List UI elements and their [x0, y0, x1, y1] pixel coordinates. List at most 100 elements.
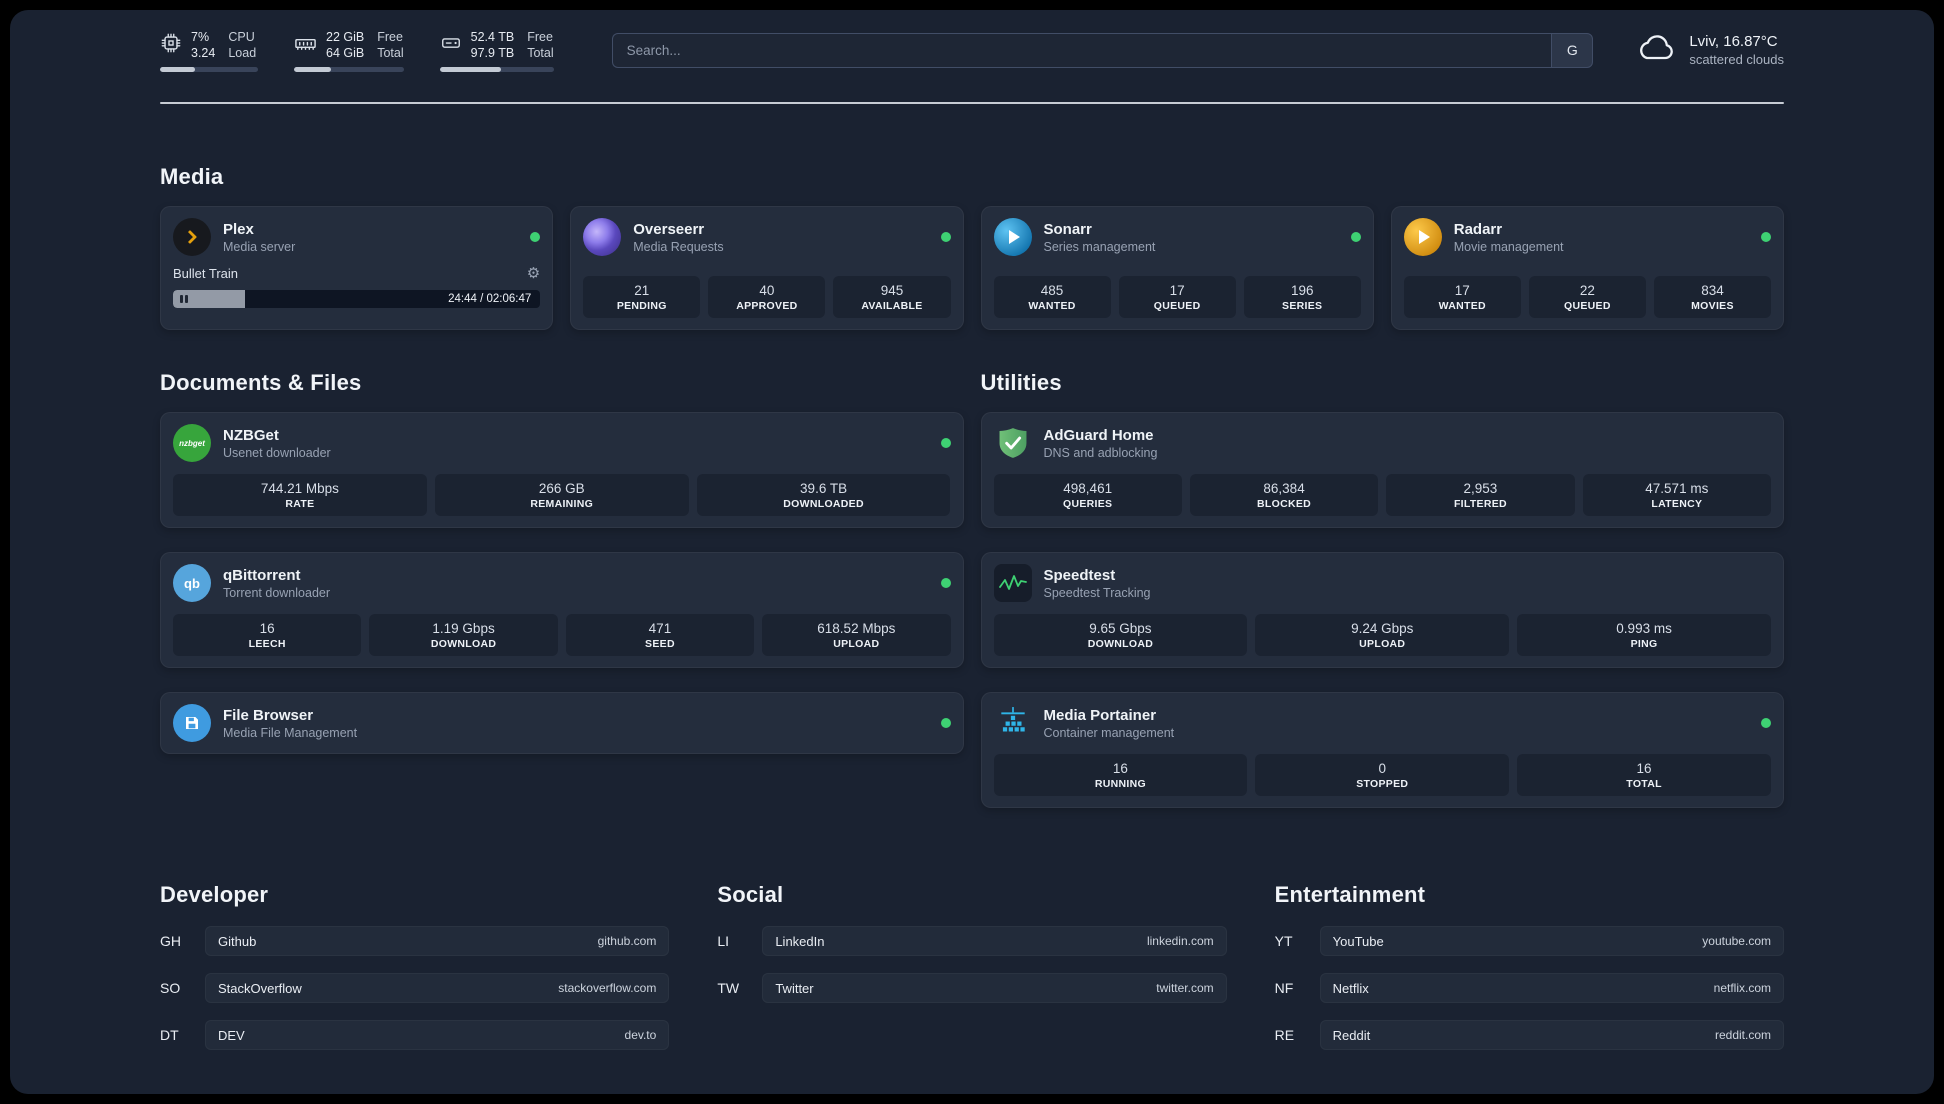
bookmark-abbr: NF	[1274, 980, 1294, 996]
search-input[interactable]	[611, 32, 1552, 68]
weather-condition: scattered clouds	[1689, 52, 1784, 67]
disk-icon	[440, 29, 462, 59]
service-subtitle: Media server	[223, 239, 296, 254]
service-card-plex[interactable]: Plex Media server Bullet Train ⚙	[160, 206, 554, 330]
bookmark-row: YT YouTube youtube.com	[1275, 926, 1784, 956]
service-name: Radarr	[1453, 220, 1503, 238]
stat-tile: 266 GB REMAINING	[434, 474, 689, 516]
search-engine-button[interactable]: G	[1551, 32, 1594, 68]
plex-now-playing: Bullet Train ⚙ 24:44 / 02:06:47	[173, 264, 541, 308]
disk-monitor: 52.4 TB 97.9 TB Free Total	[439, 29, 554, 72]
service-card-adguard[interactable]: AdGuard Home DNS and adblocking 498,461 Q…	[980, 412, 1784, 528]
bookmark-link-github[interactable]: Github github.com	[205, 926, 670, 956]
bookmark-abbr: DT	[160, 1027, 179, 1043]
stat-tile: 834 MOVIES	[1653, 276, 1771, 318]
bookmark-abbr: TW	[717, 980, 740, 996]
bookmark-abbr: YT	[1274, 933, 1293, 949]
section-title-utilities: Utilities	[980, 370, 1062, 395]
stat-tile: 22 QUEUED	[1528, 276, 1646, 318]
system-monitors: 7% 3.24 CPU Load	[160, 29, 554, 72]
section-documents: Documents & Files nzbget NZBGet Usenet d…	[160, 370, 964, 808]
service-name: Speedtest	[1043, 566, 1116, 584]
service-name: Media Portainer	[1043, 706, 1157, 724]
service-name: AdGuard Home	[1043, 426, 1154, 444]
ram-free-label: Free	[377, 29, 403, 44]
service-card-qbittorrent[interactable]: qb qBittorrent Torrent downloader 16 LEEC…	[160, 552, 964, 668]
service-card-portainer[interactable]: Media Portainer Container management 16 R…	[980, 692, 1784, 808]
section-media: Media Plex Media server Bullet Tra	[160, 164, 1784, 330]
service-card-sonarr[interactable]: Sonarr Series management 485 WANTED 17 QUE…	[980, 206, 1374, 330]
search-bar: G	[611, 32, 1594, 68]
ram-progress-bar	[294, 66, 404, 72]
status-dot-online	[940, 438, 951, 448]
stat-tile: 17 QUEUED	[1118, 276, 1236, 318]
service-subtitle: Movie management	[1453, 239, 1564, 254]
service-card-filebrowser[interactable]: File Browser Media File Management	[160, 692, 964, 754]
service-subtitle: Torrent downloader	[223, 585, 331, 600]
status-dot-online	[940, 718, 951, 728]
status-dot-online	[940, 232, 951, 242]
cpu-usage-value: 7%	[191, 29, 210, 44]
bookmark-row: NF Netflix netflix.com	[1275, 973, 1784, 1003]
bookmark-row: LI LinkedIn linkedin.com	[717, 926, 1227, 956]
section-title-documents: Documents & Files	[160, 370, 362, 395]
cpu-monitor: 7% 3.24 CPU Load	[160, 29, 258, 72]
disk-free-value: 52.4 TB	[470, 29, 515, 44]
stat-tile: 16 LEECH	[173, 614, 362, 656]
stat-tile: 744.21 Mbps RATE	[173, 474, 427, 516]
bookmark-link-stackoverflow[interactable]: StackOverflow stackoverflow.com	[205, 973, 670, 1003]
ram-total-label: Total	[377, 46, 404, 60]
ram-icon	[294, 29, 317, 60]
playback-progress-bar[interactable]: 24:44 / 02:06:47	[173, 290, 541, 308]
bookmark-link-dev[interactable]: DEV dev.to	[205, 1020, 670, 1050]
stat-tile: 21 PENDING	[583, 276, 701, 318]
adguard-icon	[994, 424, 1032, 462]
bookmark-link-twitter[interactable]: Twitter twitter.com	[762, 973, 1227, 1003]
stat-tile: 485 WANTED	[993, 276, 1111, 318]
top-bar: 7% 3.24 CPU Load	[160, 10, 1784, 74]
pause-icon[interactable]	[180, 295, 188, 303]
cpu-progress-bar	[160, 66, 258, 72]
service-name: Plex	[223, 220, 254, 238]
status-dot-online	[530, 232, 541, 242]
bookmark-link-reddit[interactable]: Reddit reddit.com	[1319, 1020, 1784, 1050]
radarr-icon	[1403, 218, 1442, 256]
service-card-nzbget[interactable]: nzbget NZBGet Usenet downloader 744.21 M…	[160, 412, 964, 528]
bookmark-abbr: SO	[160, 980, 181, 996]
stat-tile: 618.52 Mbps UPLOAD	[762, 614, 951, 656]
stat-tile: 16 TOTAL	[1517, 754, 1771, 796]
cpu-load-value: 3.24	[191, 46, 216, 60]
now-playing-title: Bullet Train	[173, 266, 239, 281]
service-subtitle: Media File Management	[223, 725, 358, 740]
status-dot-online	[1350, 232, 1361, 242]
stat-tile: 196 SERIES	[1243, 276, 1361, 318]
service-name: Sonarr	[1043, 220, 1092, 238]
sonarr-icon	[993, 218, 1032, 256]
bookmark-link-linkedin[interactable]: LinkedIn linkedin.com	[762, 926, 1227, 956]
gear-icon[interactable]: ⚙	[526, 264, 541, 282]
status-dot-online	[1761, 718, 1771, 728]
service-card-speedtest[interactable]: Speedtest Speedtest Tracking 9.65 Gbps DO…	[980, 552, 1784, 668]
stat-tile: 17 WANTED	[1403, 276, 1521, 318]
cloud-icon	[1635, 32, 1677, 69]
bookmark-link-netflix[interactable]: Netflix netflix.com	[1319, 973, 1784, 1003]
stat-tile: 9.65 Gbps DOWNLOAD	[993, 614, 1248, 656]
bookmark-link-youtube[interactable]: YouTube youtube.com	[1319, 926, 1784, 956]
service-subtitle: Usenet downloader	[223, 445, 331, 460]
stat-tile: 47.571 ms LATENCY	[1582, 474, 1771, 516]
stat-tile: 2,953 FILTERED	[1386, 474, 1575, 516]
speedtest-icon	[993, 564, 1032, 602]
overseerr-icon	[583, 218, 622, 256]
bookmark-row: SO StackOverflow stackoverflow.com	[160, 973, 670, 1003]
plex-icon	[173, 218, 211, 256]
service-card-radarr[interactable]: Radarr Movie management 17 WANTED 22 QUEUE…	[1390, 206, 1784, 330]
stat-tile: 1.19 Gbps DOWNLOAD	[369, 614, 558, 656]
status-dot-online	[940, 578, 951, 588]
ram-free-value: 22 GiB	[326, 29, 365, 44]
bookmark-group-title: Social	[717, 882, 784, 907]
stat-tile: 16 RUNNING	[993, 754, 1248, 796]
service-subtitle: Media Requests	[633, 239, 724, 254]
service-card-overseerr[interactable]: Overseerr Media Requests 21 PENDING 40 APP…	[570, 206, 964, 330]
cpu-label: CPU	[228, 29, 255, 44]
bookmark-group-title: Entertainment	[1274, 882, 1426, 907]
